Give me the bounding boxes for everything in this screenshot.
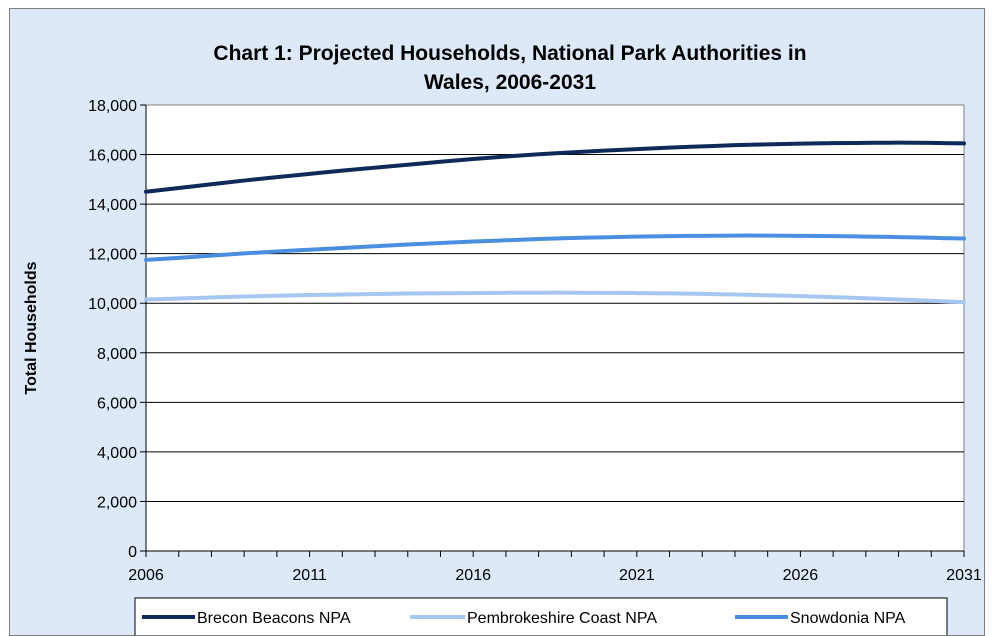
x-tick-label: 2026 [783,567,819,584]
series-line-brecon-beacons [144,140,966,194]
legend-label-pembrokeshire: Pembrokeshire Coast NPA [467,610,657,627]
legend-box [134,597,948,635]
gridlines [146,154,964,502]
x-tick-label: 2021 [619,567,655,584]
y-tick-label: 2,000 [97,494,137,511]
y-tick-label: 4,000 [97,445,137,462]
y-tick-label: 8,000 [97,346,137,363]
y-tick-label: 10,000 [88,296,137,313]
x-tick-label: 2016 [455,567,491,584]
y-tick-label: 0 [128,544,137,561]
x-tick-label: 2006 [128,567,164,584]
y-axis-label: Total Households [23,261,40,394]
plot-area [145,104,965,552]
y-tick-label: 6,000 [97,395,137,412]
legend-label-snowdonia: Snowdonia NPA [790,610,906,627]
chart-title-line-1: Chart 1: Projected Households, National … [213,42,806,65]
series-lines [144,140,966,305]
legend-label-brecon: Brecon Beacons NPA [197,610,351,627]
y-tick-label: 16,000 [88,148,137,165]
y-tick-label: 18,000 [88,98,137,115]
series-line-snowdonia [144,233,966,262]
chart-title-line-2: Wales, 2006-2031 [424,71,596,94]
y-tick-label: 14,000 [88,197,137,214]
series-line-pembrokeshire-coast [144,290,966,305]
y-tick-label: 12,000 [88,247,137,264]
x-tick-label: 2031 [946,567,982,584]
axes: 0 2,000 4,000 6,000 8,000 10,000 12,000 14,000 1… [88,98,982,584]
x-tick-label: 2011 [292,567,327,584]
legend: Brecon Beacons NPA Pembrokeshire Coast N… [134,597,948,635]
